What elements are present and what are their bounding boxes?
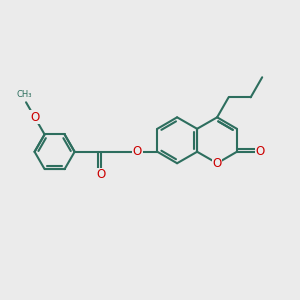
Text: O: O [256,145,265,158]
Text: CH₃: CH₃ [17,90,32,99]
Text: O: O [133,145,142,158]
Text: O: O [30,111,39,124]
Text: O: O [212,157,222,170]
Text: O: O [97,168,106,181]
